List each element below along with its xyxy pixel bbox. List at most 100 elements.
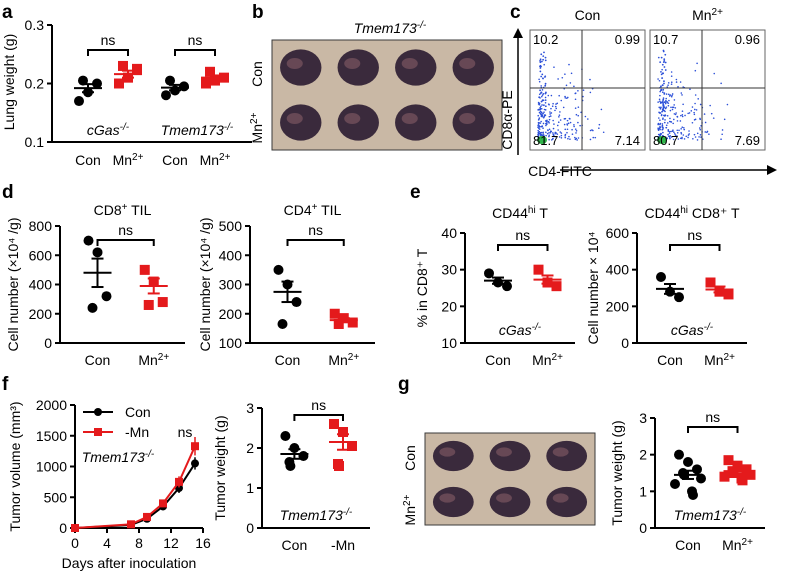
flow-plot-mn-event — [665, 99, 667, 102]
flow-plot-mn-q-ul: 10.7 — [653, 32, 678, 47]
flow-plot-con-event — [543, 51, 545, 54]
d2-y-tick-label: 400 — [219, 247, 243, 263]
flow-plot-con-event — [550, 107, 552, 110]
flow-plot-con-event — [542, 127, 544, 129]
flow-plot-con-event — [569, 82, 572, 84]
e2-y-label: Cell number × 10⁴ — [585, 231, 601, 344]
e2-y-tick-label: 600 — [606, 225, 630, 241]
flow-plot-con-event — [546, 132, 549, 135]
d1-group-point — [139, 264, 150, 275]
lung-weight-cgas-sig-label: ns — [101, 32, 116, 48]
d1-group-point — [101, 291, 112, 302]
flow-plot-con-event — [574, 136, 576, 139]
lung-weight-group-point — [205, 66, 215, 77]
e1-group-point — [551, 281, 562, 292]
flow-plot-con-event — [542, 133, 545, 135]
e1-group-point — [502, 281, 512, 292]
g2-group-point — [719, 471, 730, 482]
flow-plot-mn-event — [665, 124, 668, 127]
panel-b-photo-tumor — [452, 104, 494, 141]
panel-b-row-label: Mn2+ — [249, 112, 266, 143]
flow-plot-mn-event — [661, 72, 664, 75]
flow-plot-mn-event — [663, 82, 665, 85]
flow-plot-con-event — [560, 132, 563, 134]
flow-y-arrowhead — [513, 28, 523, 38]
flow-plot-mn-event — [694, 108, 696, 111]
flow-plot-mn-event — [683, 138, 686, 140]
e2-title: CD44hi CD8⁺ T — [644, 205, 740, 222]
flow-plot-mn-event — [677, 138, 680, 140]
tumor-volume-point — [127, 520, 135, 529]
flow-plot-con-event — [564, 128, 567, 131]
f2-group-point — [338, 427, 348, 437]
g2-group-point — [723, 455, 734, 466]
flow-plot-con-event — [553, 123, 555, 125]
flow-plot-con-event — [600, 108, 603, 111]
panel-b-photo-tumor-highlight — [344, 113, 361, 124]
lung-weight-group-point — [161, 90, 171, 101]
g2-group-point — [688, 490, 698, 500]
flow-plot-con-event — [548, 118, 551, 121]
d2-y-tick-label: 500 — [219, 218, 243, 234]
lung-weight-genotype-cgas: cGas-/- — [87, 122, 130, 139]
tumor-volume-y-tick-label: 1500 — [36, 428, 67, 444]
flow-plot-mn-event — [712, 117, 715, 119]
flow-plot-con-event — [539, 89, 541, 92]
panel-b-photo-tumor-highlight — [401, 58, 418, 69]
d1-bracket — [96, 239, 155, 246]
flow-plot-mn-event — [659, 112, 662, 114]
flow-plot-mn-event — [670, 71, 673, 73]
flow-plot-mn-event — [699, 117, 701, 120]
flow-plot-mn-event — [696, 132, 699, 135]
flow-plot-mn-event — [708, 133, 710, 135]
flow-plot-mn-event — [679, 137, 682, 140]
flow-plot-con-event — [540, 100, 543, 103]
flow-plot-con-event — [569, 118, 571, 120]
flow-plot-con-event — [577, 106, 580, 108]
panel-g-photo-tumor-highlight — [439, 447, 456, 457]
flow-plot-mn-event — [673, 113, 676, 115]
flow-plot-mn-event — [662, 127, 664, 129]
panel-b-photo-tumor — [280, 104, 322, 141]
flow-plot-con-event — [544, 56, 547, 59]
flow-plot-con-event — [538, 117, 541, 119]
flow-plot-mn-event — [690, 110, 693, 112]
e2-group-point — [705, 277, 716, 288]
flow-plot-mn-event — [659, 94, 661, 97]
flow-plot-con-event — [540, 131, 543, 134]
flow-plot-con-event — [541, 73, 544, 76]
flow-plot-mn-event — [661, 91, 664, 93]
flow-plot-con-event — [539, 58, 542, 61]
panel-b-photo-tumor — [395, 104, 437, 141]
tumor-volume-point — [143, 512, 151, 521]
flow-plot-mn-event — [678, 129, 680, 132]
flow-plot-con-title: Con — [575, 7, 601, 23]
legend-label-1: -Mn — [125, 424, 149, 440]
flow-plot-con-event — [541, 60, 543, 63]
flow-plot-con-event — [571, 128, 573, 131]
flow-plot-mn-event — [663, 58, 666, 61]
lung-weight-y-tick-label: 0.2 — [25, 76, 45, 92]
flow-plot-con-event — [542, 93, 545, 95]
flow-plot-con-event — [574, 92, 577, 94]
flow-plot-con-event — [567, 137, 569, 140]
f2-group-point — [347, 441, 357, 451]
flow-plot-mn-event — [692, 137, 694, 140]
flow-plot-con-event — [538, 96, 540, 98]
flow-plot-con-event — [538, 111, 541, 114]
e1-y-tick-label: 30 — [441, 262, 457, 278]
flow-plot-mn-event — [696, 139, 699, 141]
flow-plot-con-q-lr: 7.14 — [615, 133, 640, 148]
flow-plot-con-event — [540, 105, 542, 108]
flow-plot-mn-event — [687, 136, 689, 139]
flow-x-label: CD4-FITC — [528, 163, 592, 179]
flow-y-label: CD8α-PE — [499, 90, 515, 149]
flow-plot-con-event — [594, 136, 597, 139]
flow-plot-mn-event — [657, 129, 660, 131]
flow-plot-con-event — [564, 73, 566, 75]
tumor-volume-x-label: Days after inoculation — [62, 555, 197, 571]
flow-plot-con-event — [543, 63, 546, 66]
lung-weight-x-label: Con — [162, 152, 188, 168]
flow-plot-con-event — [555, 103, 557, 105]
flow-plot-mn-event — [676, 131, 679, 134]
